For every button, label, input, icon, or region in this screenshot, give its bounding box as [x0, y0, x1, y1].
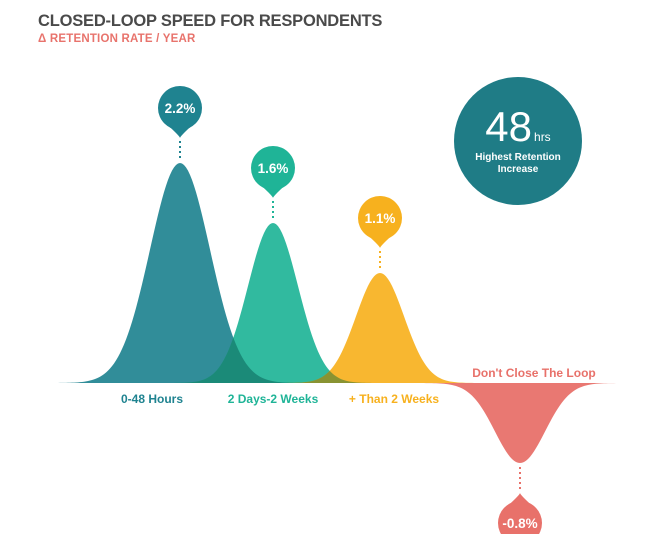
category-label-2: 2 Days-2 Weeks: [228, 392, 319, 406]
category-label-3: + Than 2 Weeks: [349, 392, 439, 406]
curve-3: [48, 273, 648, 383]
callout-caption-line1: Highest Retention: [475, 152, 561, 163]
callout-unit: hrs: [534, 130, 551, 144]
pin-1: [158, 86, 202, 130]
callout-badge: 48 hrs Highest Retention Increase: [454, 77, 582, 205]
category-label-4: Don't Close The Loop: [472, 366, 596, 380]
pin-2: [251, 146, 295, 190]
curve-1: [48, 163, 648, 383]
callout-caption-line2: Increase: [498, 164, 539, 175]
value-label-2: 1.6%: [258, 161, 289, 176]
callout-value: 48: [485, 103, 532, 150]
category-label-1: 0-48 Hours: [121, 392, 183, 406]
chart-subtitle: Δ RETENTION RATE / YEAR: [38, 33, 196, 45]
curve-4: [48, 383, 648, 463]
value-label-3: 1.1%: [365, 211, 396, 226]
pin-3: [358, 196, 402, 240]
callout-circle: [454, 77, 582, 205]
pin-4: [498, 501, 542, 534]
chart-title: CLOSED-LOOP SPEED FOR RESPONDENTS: [38, 12, 383, 30]
value-label-4: -0.8%: [502, 516, 537, 531]
value-label-1: 2.2%: [165, 101, 196, 116]
